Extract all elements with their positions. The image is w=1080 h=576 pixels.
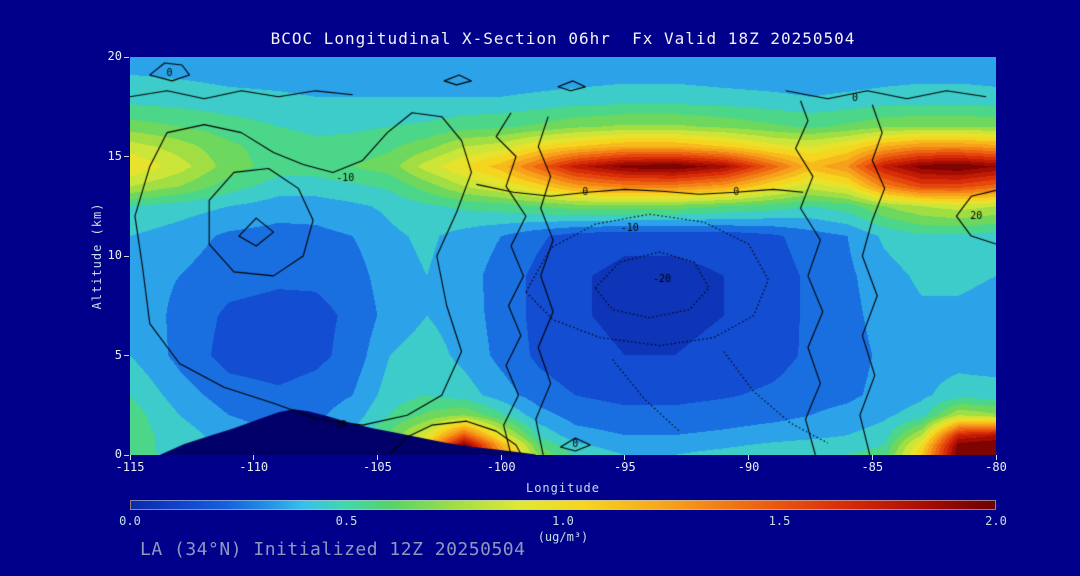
- y-tick-label: 15: [107, 148, 122, 163]
- x-tick-label: -110: [239, 460, 269, 474]
- y-tick-label: 5: [114, 347, 122, 362]
- y-tick-mark: [124, 156, 129, 157]
- x-tick-label: -105: [362, 460, 392, 474]
- x-tick-label: -80: [985, 460, 1007, 474]
- colorbar-tick-label: 1.5: [768, 514, 791, 528]
- x-tick-mark: [995, 455, 997, 460]
- colorbar-tick-label: 0.5: [335, 514, 358, 528]
- cross-section-plot: [130, 57, 996, 455]
- y-tick-mark: [124, 56, 129, 58]
- colorbar-tick-label: 2.0: [985, 514, 1007, 528]
- colorbar-tick-label: 0.0: [119, 514, 141, 528]
- x-tick-mark: [500, 455, 502, 460]
- x-tick-mark: [253, 455, 255, 460]
- y-tick-label: 10: [107, 248, 122, 262]
- colorbar-tick-label: 1.0: [552, 514, 574, 528]
- init-caption: LA (34°N) Initialized 12Z 20250504: [140, 539, 526, 560]
- x-tick-label: -100: [486, 460, 516, 474]
- x-tick-mark: [129, 455, 131, 460]
- y-tick-label: 0: [114, 447, 122, 461]
- x-tick-mark: [748, 455, 750, 460]
- y-tick-mark: [124, 454, 129, 456]
- x-tick-mark: [624, 455, 626, 460]
- colorbar-units: (ug/m³): [537, 530, 589, 544]
- x-tick-label: -95: [614, 460, 636, 474]
- chart-title: BCOC Longitudinal X-Section 06hr Fx Vali…: [270, 29, 856, 48]
- x-tick-mark: [871, 455, 873, 460]
- y-tick-label: 20: [107, 49, 122, 63]
- x-tick-label: -115: [115, 460, 145, 474]
- x-tick-label: -90: [737, 460, 760, 474]
- colorbar: [130, 500, 996, 510]
- x-tick-label: -85: [861, 460, 884, 474]
- x-axis-title: Longitude: [525, 481, 601, 495]
- y-tick-mark: [124, 255, 129, 257]
- x-tick-mark: [376, 455, 378, 460]
- y-tick-mark: [124, 355, 129, 356]
